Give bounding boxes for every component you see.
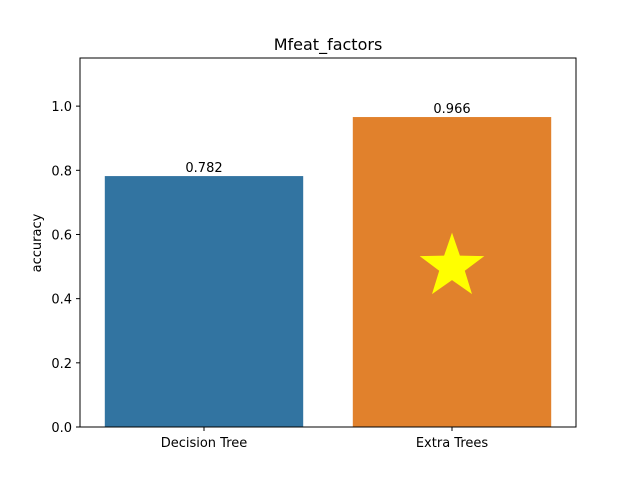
bar-0 xyxy=(104,176,304,427)
y-tick-label-0: 0.0 xyxy=(51,421,72,436)
y-tick-label-2: 0.4 xyxy=(51,293,72,308)
bars-group xyxy=(104,117,552,427)
markers-group xyxy=(419,232,485,295)
x-tick-label-1: Extra Trees xyxy=(416,436,489,451)
y-tick-label-4: 0.8 xyxy=(51,164,72,179)
data-label-1: 0.966 xyxy=(433,102,470,117)
y-axis-ticks: 0.0 0.2 0.4 0.6 0.8 1.0 xyxy=(51,100,80,436)
data-label-0: 0.782 xyxy=(185,161,222,176)
chart-title: Mfeat_factors xyxy=(274,35,383,55)
star-marker xyxy=(419,232,485,295)
plot-area-frame xyxy=(79,57,577,428)
data-labels-group: 0.782 0.966 xyxy=(185,102,470,176)
y-axis-label: accuracy xyxy=(30,213,45,272)
y-tick-label-3: 0.6 xyxy=(51,228,72,243)
y-tick-label-5: 1.0 xyxy=(51,100,72,115)
x-axis-ticks: Decision Tree Extra Trees xyxy=(161,427,489,451)
x-tick-label-0: Decision Tree xyxy=(161,436,248,451)
y-tick-label-1: 0.2 xyxy=(51,357,72,372)
